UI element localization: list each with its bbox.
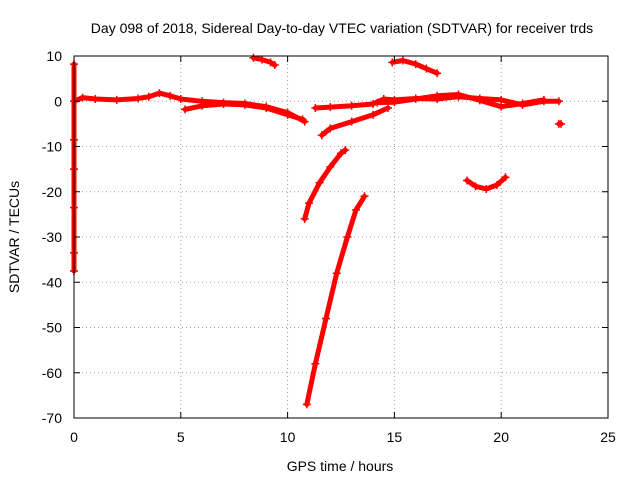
data-point — [266, 58, 275, 67]
x-tick-label: 15 — [387, 429, 403, 445]
data-trace — [374, 92, 547, 110]
data-point — [337, 149, 345, 158]
data-point — [347, 117, 356, 126]
data-point — [343, 233, 352, 241]
data-point — [298, 115, 307, 124]
data-point — [557, 119, 566, 128]
data-trace — [389, 58, 440, 76]
axis-ticks: 0 5 10 15 20 25 -70 -60 -50 -40 -30 -20 -10 0 10 — [42, 48, 616, 445]
data-point — [492, 180, 501, 189]
y-axis-label: SDTVAR / TECUs — [6, 181, 22, 293]
data-point — [326, 103, 335, 112]
data-point — [539, 95, 548, 104]
data-point — [433, 69, 442, 78]
data-point — [463, 176, 472, 185]
data-trace — [250, 55, 278, 68]
data-point — [257, 55, 266, 64]
data-point — [304, 199, 313, 208]
data-point — [198, 101, 207, 110]
x-tick-label: 10 — [280, 429, 296, 445]
x-tick-label: 25 — [600, 429, 616, 445]
data-point — [311, 359, 320, 368]
data-point — [326, 124, 335, 133]
x-axis-label: GPS time / hours — [287, 458, 394, 474]
data-point — [497, 95, 506, 104]
data-point — [166, 91, 175, 100]
data-point — [144, 92, 153, 101]
data-point — [78, 93, 87, 102]
data-point — [112, 95, 121, 104]
data-point — [300, 214, 309, 223]
chart-title: Day 098 of 2018, Sidereal Day-to-day VTE… — [91, 20, 593, 36]
data-point — [326, 162, 335, 171]
y-tick-label: -20 — [42, 184, 62, 200]
data-point — [422, 64, 431, 73]
data-point — [369, 110, 378, 119]
data-trace — [304, 193, 367, 407]
data-point — [518, 99, 527, 108]
data-point — [315, 178, 324, 187]
y-tick-label: -50 — [42, 320, 62, 336]
data-point — [390, 98, 399, 107]
data-points — [70, 53, 566, 409]
data-point — [482, 185, 491, 194]
data-point — [155, 89, 164, 98]
y-tick-label: -30 — [42, 229, 62, 245]
data-point — [270, 61, 279, 70]
data-point — [383, 104, 392, 113]
y-tick-label: -60 — [42, 365, 62, 381]
data-point — [433, 91, 442, 100]
data-point — [249, 53, 258, 62]
data-point — [262, 104, 271, 113]
data-point — [240, 100, 249, 109]
data-point — [302, 400, 311, 409]
y-tick-label: 10 — [46, 48, 62, 64]
data-point — [501, 173, 510, 182]
data-trace — [302, 147, 348, 222]
y-tick-label: -70 — [42, 410, 62, 426]
data-point — [554, 97, 563, 106]
data-point — [411, 94, 420, 103]
y-tick-label: -40 — [42, 274, 62, 290]
data-point — [181, 105, 190, 114]
data-point — [347, 101, 356, 110]
data-point — [134, 94, 143, 103]
data-point — [341, 146, 350, 155]
data-point — [373, 98, 382, 107]
data-point — [176, 94, 185, 103]
y-tick-label: 0 — [54, 93, 62, 109]
y-tick-label: -10 — [42, 139, 62, 155]
data-point — [322, 314, 331, 323]
data-point — [332, 269, 341, 278]
x-tick-label: 20 — [493, 429, 509, 445]
grid-lines — [74, 56, 608, 418]
data-point — [475, 96, 484, 105]
data-point — [311, 104, 320, 113]
data-point — [471, 182, 480, 191]
data-point — [219, 99, 228, 108]
x-tick-label: 5 — [177, 429, 185, 445]
data-point — [91, 94, 100, 103]
data-point — [360, 192, 369, 201]
data-point — [497, 102, 506, 111]
data-point — [411, 60, 420, 69]
data-point — [283, 110, 292, 119]
data-point — [317, 131, 326, 140]
x-tick-label: 0 — [70, 429, 78, 445]
data-point — [351, 205, 360, 214]
data-point — [454, 90, 463, 99]
data-point — [398, 56, 407, 65]
data-point — [388, 58, 397, 67]
